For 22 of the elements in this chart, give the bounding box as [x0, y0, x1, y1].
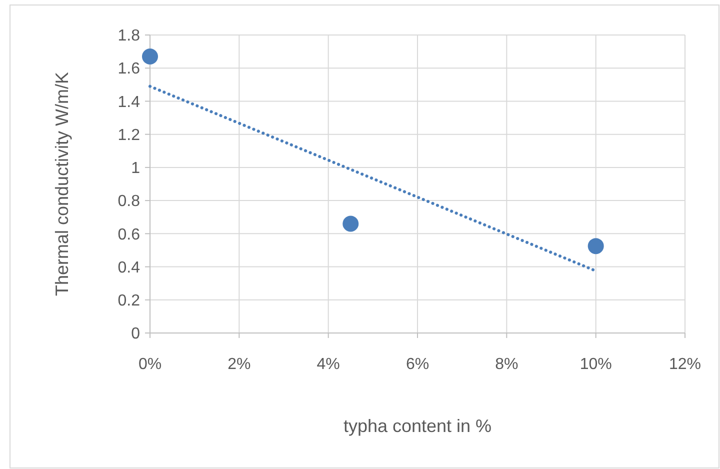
- x-tick-label: 2%: [228, 356, 251, 373]
- y-tick-label: 1.2: [118, 126, 140, 144]
- x-tick-label: 4%: [316, 356, 340, 373]
- point: [342, 216, 359, 232]
- x-tick-label: 10%: [580, 356, 612, 373]
- y-tick-label: 0.8: [118, 193, 140, 210]
- x-tick-label: 8%: [495, 356, 518, 373]
- y-tick-label: 1.6: [118, 60, 140, 78]
- y-tick-label: 0.4: [118, 259, 140, 276]
- point: [142, 48, 158, 65]
- x-tick-label: 0%: [138, 356, 162, 373]
- y-axis-title: Thermal conductivity W/m/K: [52, 72, 72, 296]
- y-tick-label: 1: [131, 160, 140, 178]
- y-tick-label: 0.6: [118, 226, 140, 244]
- y-tick-label: 0: [131, 326, 140, 343]
- y-tick-label: 1.8: [118, 28, 140, 45]
- x-tick-label: 12%: [668, 356, 702, 373]
- point: [588, 238, 604, 254]
- y-tick-label: 1.4: [118, 94, 140, 111]
- y-tick-label: 0.2: [118, 292, 140, 310]
- x-tick-label: 6%: [406, 356, 430, 373]
- x-axis-title: typha content in %: [343, 416, 492, 436]
